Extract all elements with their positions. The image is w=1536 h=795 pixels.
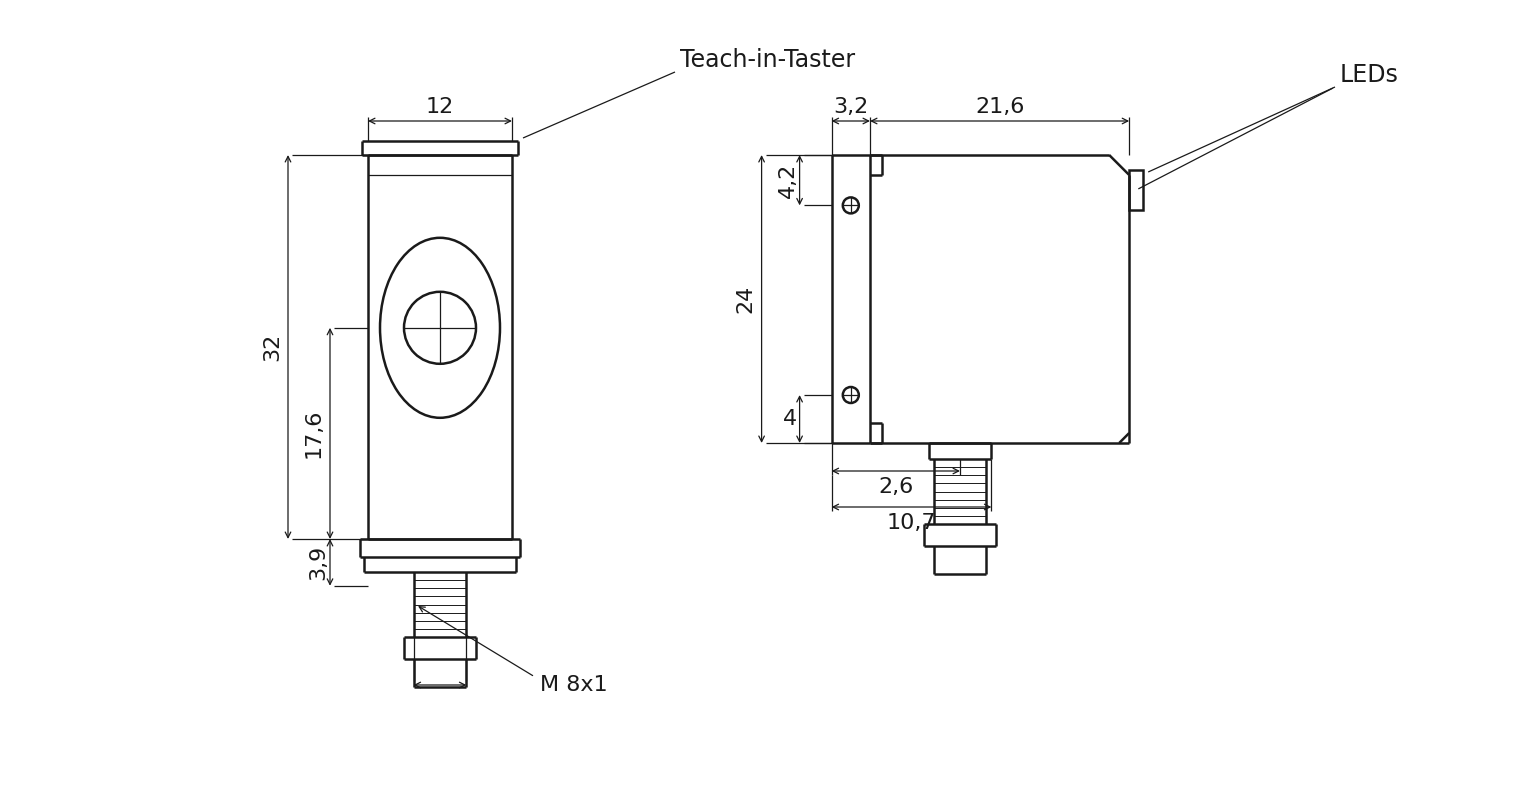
Text: Teach-in-Taster: Teach-in-Taster	[680, 48, 856, 72]
Bar	[1129, 170, 1143, 210]
Text: 4: 4	[782, 409, 797, 429]
Text: 10,7: 10,7	[886, 513, 937, 533]
Text: 12: 12	[425, 97, 455, 117]
Text: M 8x1: M 8x1	[541, 675, 608, 695]
Text: 2,6: 2,6	[879, 477, 914, 497]
Text: LEDs: LEDs	[1339, 63, 1399, 87]
Text: 17,6: 17,6	[304, 409, 324, 458]
Text: 4,2: 4,2	[777, 162, 797, 198]
Text: 32: 32	[263, 333, 283, 361]
Text: 3,9: 3,9	[309, 545, 329, 580]
Text: 24: 24	[736, 285, 756, 313]
Text: 3,2: 3,2	[833, 97, 868, 117]
Text: 21,6: 21,6	[975, 97, 1025, 117]
